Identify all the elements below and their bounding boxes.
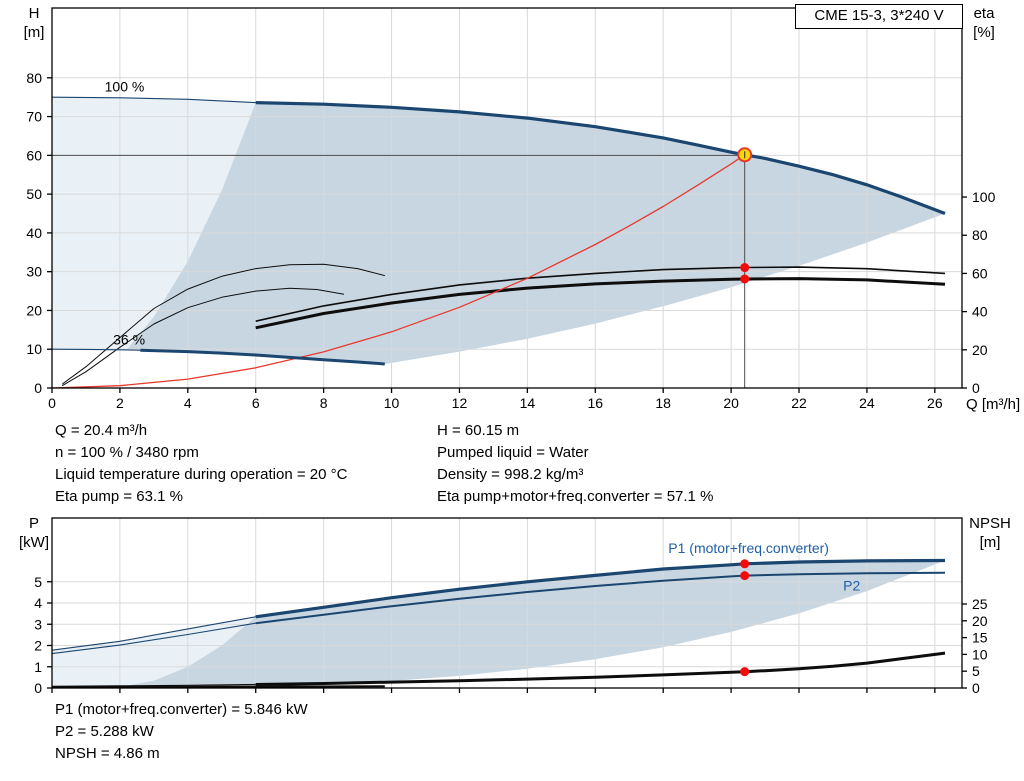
svg-text:80: 80: [26, 70, 42, 86]
svg-text:10: 10: [384, 395, 400, 411]
eta-axis-quantity: eta: [973, 5, 995, 22]
svg-text:6: 6: [252, 395, 260, 411]
svg-text:22: 22: [791, 395, 807, 411]
svg-text:20: 20: [26, 302, 42, 318]
p-axis-title: P [kW]: [12, 514, 56, 552]
svg-text:18: 18: [655, 395, 671, 411]
svg-text:26: 26: [927, 395, 943, 411]
svg-text:0: 0: [34, 680, 42, 696]
svg-text:10: 10: [26, 341, 42, 357]
svg-text:1: 1: [34, 659, 42, 675]
svg-text:30: 30: [26, 264, 42, 280]
svg-text:25: 25: [972, 596, 988, 612]
svg-text:60: 60: [972, 265, 988, 281]
svg-text:14: 14: [520, 395, 536, 411]
info-line-density: Density = 998.2 kg/m³: [437, 466, 584, 483]
svg-text:20: 20: [972, 613, 988, 629]
q-axis-title: Q [m³/h]: [966, 396, 1021, 413]
info-line-h: H = 60.15 m: [437, 422, 520, 439]
npsh-axis-quantity: NPSH: [969, 515, 1011, 532]
info-line-speed: n = 100 % / 3480 rpm: [55, 444, 199, 461]
info-line-p2: P2 = 5.288 kW: [55, 723, 154, 740]
svg-text:0: 0: [972, 380, 980, 396]
svg-text:3: 3: [34, 616, 42, 632]
svg-text:2: 2: [34, 638, 42, 654]
h-axis-quantity: H: [28, 5, 40, 22]
svg-text:12: 12: [452, 395, 468, 411]
h-axis-unit: [m]: [23, 24, 45, 41]
npsh-axis-title: NPSH [m]: [962, 514, 1018, 552]
info-line-liquid: Pumped liquid = Water: [437, 444, 589, 461]
svg-text:60: 60: [26, 147, 42, 163]
p-axis-unit: [kW]: [19, 534, 49, 551]
svg-text:16: 16: [587, 395, 603, 411]
svg-text:80: 80: [972, 227, 988, 243]
info-line-temperature: Liquid temperature during operation = 20…: [55, 466, 348, 483]
info-line-eta-pump: Eta pump = 63.1 %: [55, 488, 183, 505]
svg-text:0: 0: [34, 380, 42, 396]
svg-text:20: 20: [723, 395, 739, 411]
duty-info-right-column: H = 60.15 m Pumped liquid = Water Densit…: [437, 420, 713, 508]
pump-model-title: CME 15-3, 3*240 V: [795, 4, 963, 29]
svg-text:100: 100: [972, 189, 996, 205]
svg-text:40: 40: [972, 304, 988, 320]
power-info-block: P1 (motor+freq.converter) = 5.846 kW P2 …: [55, 699, 308, 765]
p-axis-quantity: P: [28, 515, 39, 532]
svg-text:5: 5: [972, 663, 980, 679]
svg-text:2: 2: [116, 395, 124, 411]
info-line-eta-total: Eta pump+motor+freq.converter = 57.1 %: [437, 488, 714, 505]
svg-text:4: 4: [34, 595, 42, 611]
svg-text:10: 10: [972, 646, 988, 662]
svg-text:P1 (motor+freq.converter): P1 (motor+freq.converter): [668, 540, 829, 556]
svg-text:0: 0: [48, 395, 56, 411]
svg-text:15: 15: [972, 630, 988, 646]
svg-text:100 %: 100 %: [105, 78, 145, 94]
npsh-axis-unit: [m]: [979, 534, 1001, 551]
info-line-npsh: NPSH = 4.86 m: [55, 745, 160, 762]
svg-text:36 %: 36 %: [113, 332, 145, 348]
eta-axis-title: eta [%]: [962, 4, 1006, 42]
svg-text:70: 70: [26, 109, 42, 125]
svg-text:50: 50: [26, 186, 42, 202]
svg-text:0: 0: [972, 680, 980, 696]
info-line-q: Q = 20.4 m³/h: [55, 422, 148, 439]
svg-text:4: 4: [184, 395, 192, 411]
svg-text:40: 40: [26, 225, 42, 241]
svg-text:24: 24: [859, 395, 875, 411]
svg-text:20: 20: [972, 342, 988, 358]
svg-text:5: 5: [34, 574, 42, 590]
eta-axis-unit: [%]: [973, 24, 995, 41]
h-axis-title: H [m]: [14, 4, 54, 42]
duty-info-left-column: Q = 20.4 m³/h n = 100 % / 3480 rpm Liqui…: [55, 420, 347, 508]
info-line-p1: P1 (motor+freq.converter) = 5.846 kW: [55, 701, 308, 718]
svg-text:P2: P2: [843, 577, 860, 593]
svg-text:8: 8: [320, 395, 328, 411]
